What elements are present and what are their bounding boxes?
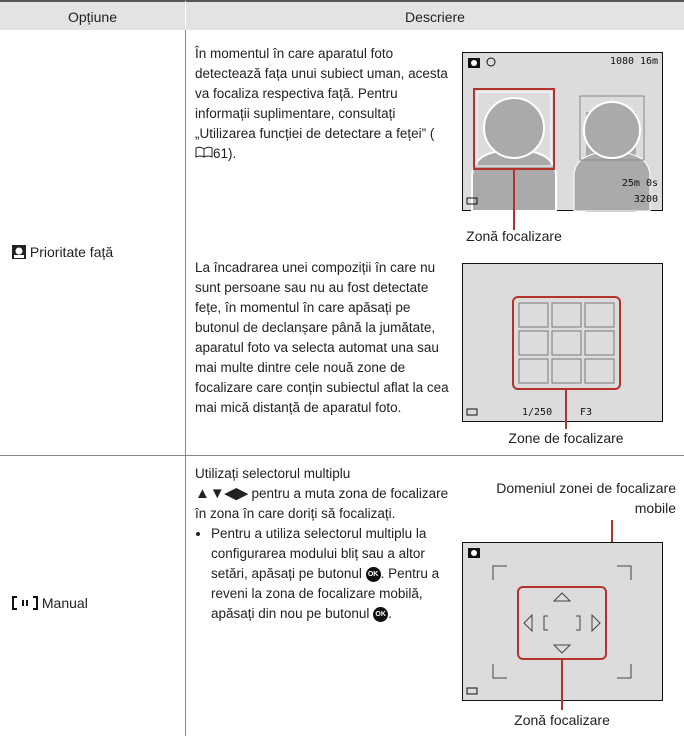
face-icon	[12, 245, 26, 259]
screen-text: F3	[580, 407, 592, 418]
row-divider	[0, 455, 684, 456]
manual-icon	[12, 596, 38, 610]
text: Pentru a utiliza selectorul multiplu la …	[211, 526, 427, 581]
text: . Pentru a reveni la zona de focalizare …	[211, 566, 440, 621]
text: .	[388, 606, 392, 621]
text: pentru a muta zona de focalizare în zona…	[195, 486, 449, 521]
screen-text: 1/250	[522, 407, 552, 418]
header-option: Opțiune	[0, 0, 185, 30]
screen-text: 25m 0s	[622, 178, 658, 189]
caption: Domeniul zonei de focalizare mobile	[496, 480, 676, 516]
header-description: Descriere	[185, 0, 684, 30]
text: Utilizați selectorul multiplu	[195, 466, 351, 481]
option-text: Prioritate față	[29, 244, 114, 260]
illustration	[462, 520, 663, 710]
option-label: Manual	[12, 595, 88, 611]
description: Utilizați selectorul multiplu ▲▼◀▶ pentru…	[195, 464, 450, 624]
option-label: Prioritate față	[12, 244, 113, 260]
text: În momentul în care aparatul foto detect…	[195, 46, 448, 141]
ok-icon: OK	[373, 606, 389, 622]
description: La încadrarea unei compoziții în care nu…	[195, 260, 449, 415]
ok-icon: OK	[365, 566, 381, 582]
caption: Zone de focalizare	[508, 430, 624, 446]
book-icon	[195, 146, 213, 158]
caption: Zonă focalizare	[514, 712, 610, 728]
screen-text: 16m	[640, 56, 658, 67]
illustration: 1/250 F3	[462, 263, 663, 429]
screen-text: 3200	[634, 194, 658, 205]
arrows: ▲▼◀▶	[195, 485, 248, 502]
column-divider	[185, 30, 186, 736]
text: 61).	[213, 146, 237, 161]
description: În momentul în care aparatul foto detect…	[195, 44, 450, 164]
illustration: 1080 16m 25m 0s 3200	[462, 52, 663, 230]
option-text: Manual	[41, 595, 88, 611]
bullet: Pentru a utiliza selectorul multiplu la …	[211, 524, 450, 624]
caption: Zonă focalizare	[466, 228, 562, 244]
screen-text: 1080	[610, 56, 634, 67]
